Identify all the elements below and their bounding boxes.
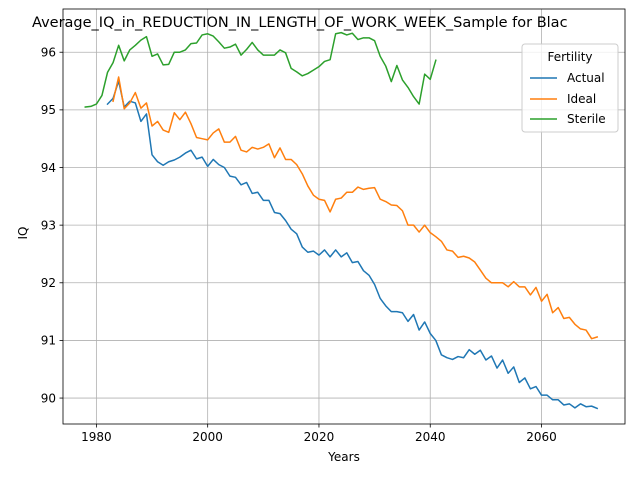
x-tick-label: 2020 — [304, 430, 335, 444]
x-tick-label: 2040 — [415, 430, 446, 444]
chart-title: Average_IQ_in_REDUCTION_IN_LENGTH_OF_WOR… — [32, 15, 568, 31]
legend: Fertility Actual Ideal Sterile — [521, 43, 619, 133]
y-axis-label: IQ — [16, 227, 30, 240]
legend-label-actual: Actual — [567, 71, 605, 85]
legend-title: Fertility — [547, 50, 592, 64]
x-tick-label: 1980 — [81, 430, 112, 444]
x-tick-label: 2060 — [526, 430, 557, 444]
series-line-sterile — [84, 31, 437, 108]
y-tick-label: 91 — [41, 334, 56, 348]
y-tick-label: 94 — [41, 161, 56, 175]
legend-label-sterile: Sterile — [567, 112, 606, 126]
legend-box — [521, 43, 619, 133]
legend-label-ideal: Ideal — [567, 92, 596, 106]
x-tick-label: 2000 — [192, 430, 223, 444]
series-line-ideal — [112, 76, 599, 340]
y-tick-label: 96 — [41, 46, 56, 60]
y-tick-label: 92 — [41, 276, 56, 290]
x-axis-label: Years — [327, 450, 360, 464]
plot-frame — [62, 8, 626, 425]
y-tick-label: 95 — [41, 103, 56, 117]
y-tick-label: 90 — [41, 391, 56, 405]
y-tick-label: 93 — [41, 218, 56, 232]
axis-ticks: 1980 2000 2020 2040 2060 90 91 92 93 94 95 96 — [41, 46, 557, 444]
plot-lines — [84, 31, 599, 410]
series-line-actual — [106, 80, 599, 410]
